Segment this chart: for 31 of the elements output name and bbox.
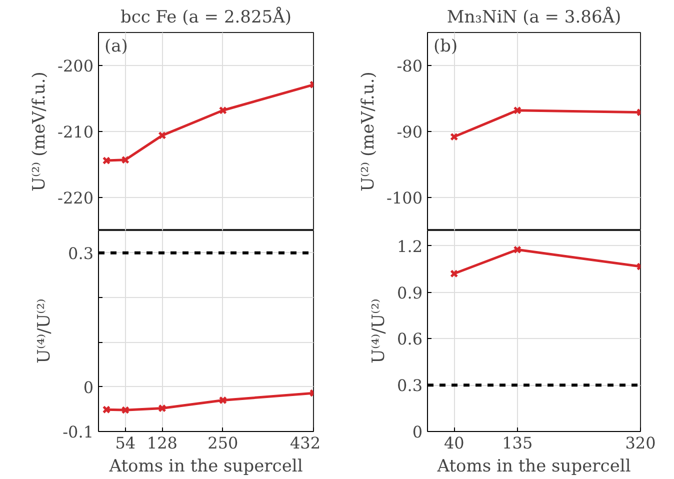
y-tick-label: -80 <box>396 56 422 76</box>
chart-title: bcc Fe (a = 2.825Å) <box>120 6 292 28</box>
annotation: (a) <box>104 36 128 56</box>
x-tick-label: 432 <box>290 434 321 452</box>
y-axis-title: U⁽⁴⁾/U⁽²⁾ <box>369 298 390 364</box>
x-axis-title: Atoms in the supercell <box>436 456 631 476</box>
y-tick-label: -100 <box>386 188 423 208</box>
y-tick-label: -210 <box>58 122 94 142</box>
annotation: (b) <box>434 36 458 56</box>
x-axis-title: Atoms in the supercell <box>108 456 303 476</box>
y-axis-title: U⁽²⁾ (meV/f.u.) <box>358 72 379 192</box>
y-tick-label: 0.3 <box>68 244 94 263</box>
y-axis-title: U⁽⁴⁾/U⁽²⁾ <box>34 298 55 364</box>
y-tick-label: 0 <box>83 378 94 397</box>
x-tick-label: 250 <box>208 434 238 452</box>
y-tick-label: 0 <box>412 422 423 442</box>
y-axis-title: U⁽²⁾ (meV/f.u.) <box>30 72 50 192</box>
y-tick-label: 0.6 <box>397 330 423 349</box>
x-tick-label: 40 <box>444 434 464 452</box>
y-tick-label: -0.1 <box>62 422 94 442</box>
x-tick-label: 128 <box>146 434 178 452</box>
chart-title: Mn₃NiN (a = 3.86Å) <box>446 6 622 28</box>
x-tick-label: 320 <box>625 434 656 452</box>
y-tick-label: 0.9 <box>397 283 423 302</box>
y-tick-label: -200 <box>58 56 94 76</box>
y-tick-label: -90 <box>396 122 422 142</box>
y-tick-label: 0.3 <box>397 376 423 396</box>
x-tick-label: 135 <box>502 434 533 452</box>
y-tick-label: -220 <box>58 188 94 208</box>
x-tick-label: 54 <box>115 434 136 452</box>
y-tick-label: 1.2 <box>397 236 423 256</box>
